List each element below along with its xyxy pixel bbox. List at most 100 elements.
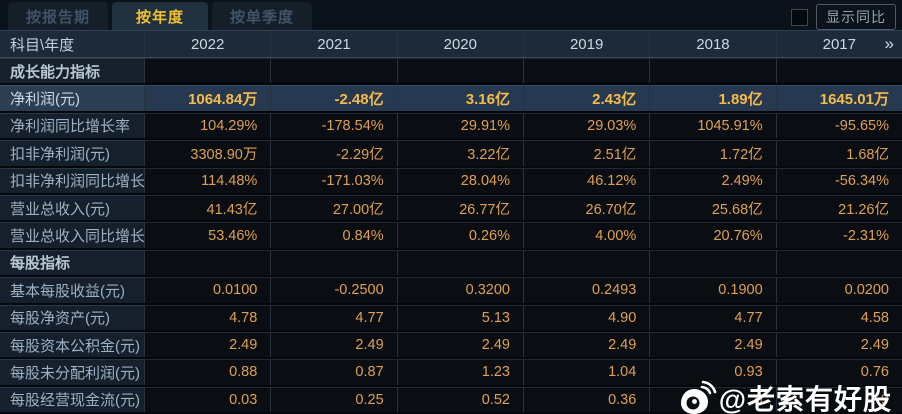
value-cell: 26.77亿 [397,194,524,221]
value-cell: 1.72亿 [650,140,777,166]
value-cell [271,249,398,276]
value-cell: 0.36 [523,386,651,413]
value-cell: 21.26亿 [776,194,902,221]
value-cell: 1.89亿 [650,85,777,111]
value-cell: 2.49 [776,331,902,358]
table-row: 每股净资产(元) 4.78 4.77 5.13 4.90 4.77 4.58 [0,304,902,332]
tab-annual[interactable]: 按年度 [112,2,209,30]
value-cell: 2.49 [650,331,777,358]
year-header-2019: 2019 [523,30,651,57]
value-cell: 28.04% [397,167,524,193]
value-cell: 4.77 [271,304,398,330]
value-cell [650,58,777,84]
value-cell: 1.04 [523,359,651,385]
table-row: 净利润同比增长率 104.29% -178.54% 29.91% 29.03% 1045.… [0,112,902,141]
value-cell: 114.48% [145,167,272,193]
value-cell: 20.76% [650,222,777,248]
value-cell [523,249,651,276]
tab-report-period[interactable]: 按报告期 [8,2,109,30]
value-cell [145,249,272,276]
value-cell: -2.31% [776,222,902,248]
value-cell: 0.0100 [145,277,272,303]
value-cell: 4.90 [523,304,651,330]
value-cell: 2.43亿 [523,85,651,111]
value-cell: 41.43亿 [145,194,272,221]
row-label: 每股净资产(元) [0,304,145,330]
value-cell: -56.34% [776,167,902,193]
value-cell: 0.88 [145,359,272,385]
table-row: 净利润(元) 1064.84万 -2.48亿 3.16亿 2.43亿 1.89亿 1645.… [0,85,902,113]
section-row: 每股指标 [0,249,902,278]
value-cell: 2.51亿 [523,140,651,166]
value-cell: 104.29% [145,112,272,139]
more-years-icon[interactable]: » [884,34,894,53]
value-cell [145,58,272,84]
value-cell [397,58,524,84]
row-label: 每股资本公积金(元) [0,331,145,358]
value-cell: 0 [650,386,777,413]
value-cell: 27.00亿 [271,194,398,221]
row-label: 扣非净利润同比增长率 [0,167,145,193]
value-cell: -2.48亿 [271,85,398,111]
row-label: 基本每股收益(元) [0,277,145,303]
value-cell: 2.49 [397,331,524,358]
show-yoy-button[interactable]: 显示同比 [816,4,896,30]
value-cell [776,249,902,276]
show-yoy-checkbox[interactable] [791,8,808,26]
value-cell: 4.78 [145,304,272,330]
value-cell: -0.2500 [271,277,398,303]
value-cell: 0.93 [650,359,777,385]
value-cell: 3.16亿 [397,85,524,111]
value-cell: -171.03% [271,167,398,193]
corner-header: 科目\年度 [0,30,145,57]
row-label: 每股未分配利润(元) [0,359,145,385]
value-cell [397,249,524,276]
year-header-2020: 2020 [397,30,524,57]
row-label: 营业总收入同比增长率 [0,222,145,248]
value-cell: 53.46% [145,222,272,248]
value-cell: 0.26% [397,222,524,248]
table-row: 扣非净利润同比增长率114.48%-171.03%28.04%46.12%2.4… [0,167,902,195]
value-cell: 4.00% [523,222,651,248]
row-label: 净利润(元) [0,85,145,111]
table-row: 扣非净利润(元) 3308.90万 -2.29亿 3.22亿 2.51亿 1.72亿 1.6… [0,140,902,168]
value-cell: 1064.84万 [145,85,272,111]
value-cell [650,249,777,276]
table-row: 每股经营现金流(元) 0.03 0.25 0.52 0.36 0 9 [0,386,902,414]
value-cell: 0.0200 [776,277,902,303]
table-row: 基本每股收益(元) 0.0100 -0.2500 0.3200 0.2493 0.1900… [0,277,902,305]
value-cell: -95.65% [776,112,902,139]
table-row: 每股资本公积金(元) 2.49 2.49 2.49 2.49 2.49 2.49 [0,331,902,360]
value-cell [523,58,651,84]
tab-bar: 按报告期 按年度 按单季度 显示同比 [0,0,902,30]
value-cell: 2.49 [145,331,272,358]
value-cell: 26.70亿 [523,194,651,221]
value-cell [776,58,902,84]
value-cell: 0.84% [271,222,398,248]
section-label: 成长能力指标 [0,58,145,84]
value-cell: -178.54% [271,112,398,139]
value-cell: 5.13 [397,304,524,330]
value-cell: 2.49% [650,167,777,193]
row-label: 扣非净利润(元) [0,140,145,166]
value-cell: 0.52 [397,386,524,413]
row-label: 营业总收入(元) [0,194,145,221]
table-row: 每股未分配利润(元) 0.88 0.87 1.23 1.04 0.93 0.76 [0,359,902,387]
value-cell: -2.29亿 [271,140,398,166]
indicators-table: 科目\年度 2022 2021 2020 2019 2018 2017» 成长能力指标 净利… [0,30,902,414]
value-cell: 0.76 [776,359,902,385]
table-row: 营业总收入同比增长率53.46%0.84%0.26%4.00%20.76%-2.… [0,222,902,250]
year-header-2017: 2017» [776,30,902,57]
section-label: 每股指标 [0,249,145,276]
value-cell: 3.22亿 [397,140,524,166]
row-label: 每股经营现金流(元) [0,386,145,413]
value-cell: 0.2493 [523,277,651,303]
value-cell: 9 [776,386,902,413]
value-cell: 29.91% [397,112,524,139]
year-header-2022: 2022 [145,30,272,57]
value-cell: 1.68亿 [776,140,902,166]
value-cell: 0.03 [145,386,272,413]
table-row: 营业总收入(元) 41.43亿 27.00亿 26.77亿 26.70亿 25.68亿 21… [0,194,902,223]
tab-single-quarter[interactable]: 按单季度 [212,2,313,30]
